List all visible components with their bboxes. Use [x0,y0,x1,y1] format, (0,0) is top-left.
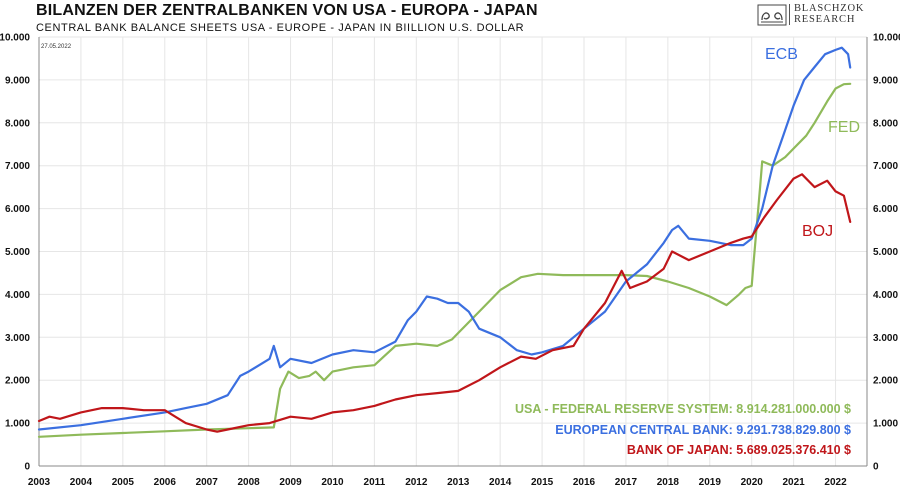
y-tick-label-left: 8.000 [5,118,30,129]
legend-boj: BANK OF JAPAN: 5.689.025.376.410 $ [627,443,851,457]
x-tick-label: 2010 [321,477,344,486]
y-tick-label-left: 10.000 [0,33,30,44]
chart-subtitle: CENTRAL BANK BALANCE SHEETS USA - EUROPE… [36,22,525,34]
series-lines [37,46,852,438]
y-tick-label-right: 0 [873,462,879,473]
logo-tagline: RESEARCH [794,14,856,25]
x-tick-label: 2008 [237,477,260,486]
y-tick-label-right: 3.000 [873,333,898,344]
y-tick-label-left: 6.000 [5,204,30,215]
y-tick-label-right: 2.000 [873,376,898,387]
legend: USA - FEDERAL RESERVE SYSTEM: 8.914.281.… [515,402,851,457]
axes: 0 0 1.000 1.000 2.000 2.000 3.000 3.000 4.000 4.0… [0,33,900,486]
y-tick-label-left: 1.000 [5,419,30,430]
x-tick-label: 2007 [196,477,219,486]
x-tick-label: 2018 [657,477,680,486]
y-tick-label-left: 7.000 [5,161,30,172]
series-line-boj [37,173,852,433]
series-label-boj: BOJ [802,223,833,240]
y-tick-label-right: 6.000 [873,204,898,215]
x-tick-label: 2015 [531,477,554,486]
y-tick-label-right: 9.000 [873,75,898,86]
chart-title: BILANZEN DER ZENTRALBANKEN VON USA - EUR… [36,2,538,19]
y-tick-label-left: 3.000 [5,333,30,344]
x-tick-label: 2011 [364,477,386,486]
y-tick-label-right: 10.000 [873,33,900,44]
x-tick-label: 2019 [699,477,722,486]
y-tick-label-right: 8.000 [873,118,898,129]
y-tick-label-right: 7.000 [873,161,898,172]
y-tick-label-right: 4.000 [873,290,898,301]
x-tick-label: 2020 [741,477,764,486]
chart-date: 27.05.2022 [41,44,72,50]
x-tick-label: 2021 [783,477,806,486]
series-label-ecb: ECB [765,46,798,63]
x-tick-label: 2003 [28,477,51,486]
x-tick-label: 2022 [824,477,847,486]
x-tick-label: 2006 [154,477,177,486]
x-tick-label: 2005 [112,477,135,486]
logo-divider [789,4,790,25]
twin-swans-logo-icon [757,4,787,26]
series-line-fed [37,82,852,438]
y-tick-label-left: 9.000 [5,75,30,86]
y-tick-label-left: 2.000 [5,376,30,387]
legend-fed: USA - FEDERAL RESERVE SYSTEM: 8.914.281.… [515,402,851,416]
y-tick-label-right: 1.000 [873,419,898,430]
x-tick-label: 2004 [70,477,93,486]
x-tick-label: 2013 [447,477,470,486]
y-tick-label-right: 5.000 [873,247,898,258]
series-label-fed: FED [828,119,860,136]
legend-ecb: EUROPEAN CENTRAL BANK: 9.291.738.829.800… [555,423,851,437]
x-tick-label: 2016 [573,477,596,486]
series-line-ecb [37,46,852,431]
y-tick-label-left: 4.000 [5,290,30,301]
logo-name: BLASCHZOK [794,3,865,14]
y-tick-label-left: 5.000 [5,247,30,258]
x-tick-label: 2014 [489,477,512,486]
x-tick-label: 2012 [405,477,428,486]
y-tick-label-left: 0 [24,462,30,473]
blaschzok-research-logo: BLASCHZOK RESEARCH [757,3,897,27]
series-labels: ECB FED BOJ [765,46,860,240]
x-tick-label: 2009 [279,477,302,486]
x-tick-label: 2017 [615,477,638,486]
